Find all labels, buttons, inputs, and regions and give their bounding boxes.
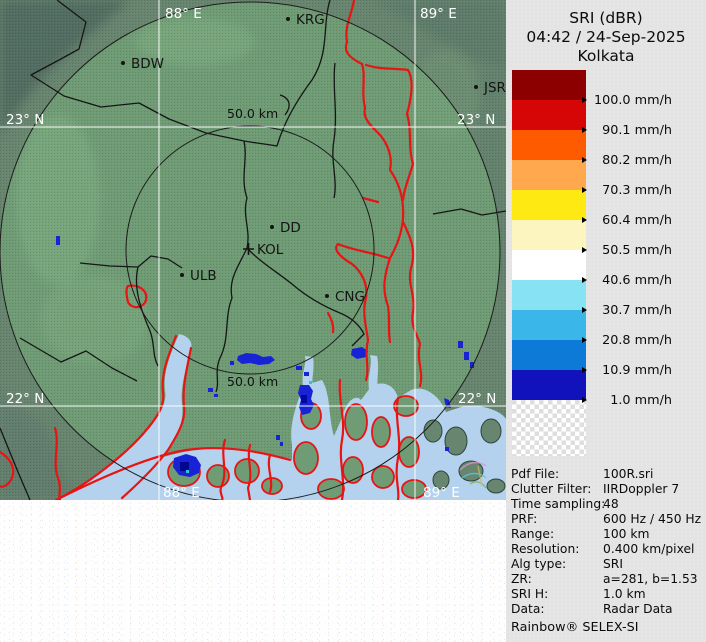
islands-outer <box>423 418 506 494</box>
scale-label-row: 10.9 mm/h <box>582 361 672 379</box>
range-ring-100km <box>0 1 501 500</box>
tick-arrow-icon <box>582 127 587 133</box>
software-branding: Rainbow® SELEX-SI <box>511 620 639 635</box>
radar-site-cross <box>243 243 254 255</box>
product-title: SRI (dBR) <box>569 9 643 27</box>
range-label-bottom: 50.0 km <box>227 374 278 389</box>
range-label-top: 50.0 km <box>227 106 278 121</box>
lat-label-right-22n: 22° N <box>458 391 496 407</box>
hooghly-river <box>56 334 192 500</box>
district-boundaries <box>0 0 506 500</box>
range-ring-labels: 50.0 km 50.0 km <box>227 106 278 389</box>
tick-arrow-icon <box>582 187 587 193</box>
tick-arrow-icon <box>582 397 587 403</box>
meta-row-zr: ZR: a=281, b=1.53 <box>511 572 698 586</box>
scale-label-row: 80.2 mm/h <box>582 151 672 169</box>
scale-band-2 <box>512 130 586 160</box>
meta-row-alg-type: Alg type: SRI <box>511 557 623 571</box>
tick-arrow-icon <box>582 157 587 163</box>
city-label-ulb: ULB <box>190 268 217 284</box>
precipitation-echoes <box>56 236 474 477</box>
tick-arrow-icon <box>582 367 587 373</box>
clutter-artifact <box>459 461 487 489</box>
scale-label-row: 90.1 mm/h <box>582 121 672 139</box>
grid-labels: 88° E 89° E 88° E 89° E 23° N 22° N 23° … <box>6 6 496 500</box>
scale-band-3 <box>512 160 586 190</box>
meta-row-time-sampling: Time sampling: 48 <box>511 497 619 511</box>
range-ring-50km <box>125 125 375 375</box>
meta-row-pdf-file: Pdf File: 100R.sri <box>511 467 654 481</box>
meta-row-data: Data: Radar Data <box>511 602 673 616</box>
tick-arrow-icon <box>582 247 587 253</box>
islands <box>167 395 427 500</box>
scale-label-row: 100.0 mm/h <box>582 91 672 109</box>
scale-band-5 <box>512 220 586 250</box>
scale-band-6 <box>512 250 586 280</box>
scale-band-7 <box>512 280 586 310</box>
scale-label-row: 30.7 mm/h <box>582 301 672 319</box>
city-label-dd: DD <box>280 220 301 236</box>
lat-label-left-23n: 23° N <box>6 112 44 128</box>
tick-arrow-icon <box>582 337 587 343</box>
meta-row-resolution: Resolution: 0.400 km/pixel <box>511 542 695 556</box>
tick-arrow-icon <box>582 97 587 103</box>
city-dot-krg <box>286 17 290 21</box>
meta-row-range: Range: 100 km <box>511 527 650 541</box>
city-dot-bdw <box>121 61 125 65</box>
meta-row-clutter-filter: Clutter Filter: IIRDoppler 7 <box>511 482 680 496</box>
city-label-cng: CNG <box>335 289 365 305</box>
city-dot-cng <box>325 294 329 298</box>
scale-label-row: 40.6 mm/h <box>582 271 672 289</box>
lon-label-top-88e: 88° E <box>165 6 202 22</box>
scale-label-row: 70.3 mm/h <box>582 181 672 199</box>
range-rings <box>0 1 501 500</box>
station-name: Kolkata <box>577 47 635 65</box>
city-markers: BDW KRG JSR DD KOL ULB CNG <box>121 12 506 305</box>
lat-label-right-23n: 23° N <box>457 112 495 128</box>
coordinate-grid <box>0 0 506 500</box>
city-dot-dd <box>270 225 274 229</box>
lon-label-top-89e: 89° E <box>420 6 457 22</box>
tick-arrow-icon <box>582 217 587 223</box>
scale-band-10 <box>512 370 586 400</box>
info-panel: SRI (dBR) 04:42 / 24-Sep-2025 Kolkata 10… <box>506 0 706 642</box>
scale-label-row: 1.0 mm/h <box>582 391 672 409</box>
lat-label-left-22n: 22° N <box>6 391 44 407</box>
scale-band-8 <box>512 310 586 340</box>
city-dot-jsr <box>474 85 478 89</box>
meta-row-prf: PRF: 600 Hz / 450 Hz <box>511 512 702 526</box>
scale-label-row: 60.4 mm/h <box>582 211 672 229</box>
scale-band-4 <box>512 190 586 220</box>
lon-label-bottom-88e: 88° E <box>163 485 200 500</box>
meta-row-sri-h: SRI H: 1.0 km <box>511 587 646 601</box>
empty-canvas-area <box>0 500 506 642</box>
water-finger-1 <box>302 356 314 387</box>
city-label-bdw: BDW <box>131 56 164 72</box>
water-finger-2 <box>368 355 379 390</box>
city-label-kol: KOL <box>257 242 284 258</box>
scale-band-0 <box>512 70 586 100</box>
city-dot-ulb <box>180 273 184 277</box>
radar-map-svg: 88° E 89° E 88° E 89° E 23° N 22° N 23° … <box>0 0 506 500</box>
tick-arrow-icon <box>582 307 587 313</box>
scale-label-row: 50.5 mm/h <box>582 241 672 259</box>
scale-label-row: 20.8 mm/h <box>582 331 672 349</box>
city-label-jsr: JSR <box>483 80 506 96</box>
scale-band-nodata <box>512 400 586 456</box>
scale-band-1 <box>512 100 586 130</box>
panel-header: SRI (dBR) 04:42 / 24-Sep-2025 Kolkata <box>506 9 706 66</box>
river-overlays <box>0 0 423 500</box>
tick-arrow-icon <box>582 277 587 283</box>
scan-metadata: Pdf File: 100R.sri Clutter Filter: IIRDopp… <box>511 467 705 617</box>
radar-map: 88° E 89° E 88° E 89° E 23° N 22° N 23° … <box>0 0 506 500</box>
scale-band-9 <box>512 340 586 370</box>
lon-label-bottom-89e: 89° E <box>423 485 460 500</box>
city-label-krg: KRG <box>296 12 325 28</box>
scan-timestamp: 04:42 / 24-Sep-2025 <box>526 28 686 46</box>
